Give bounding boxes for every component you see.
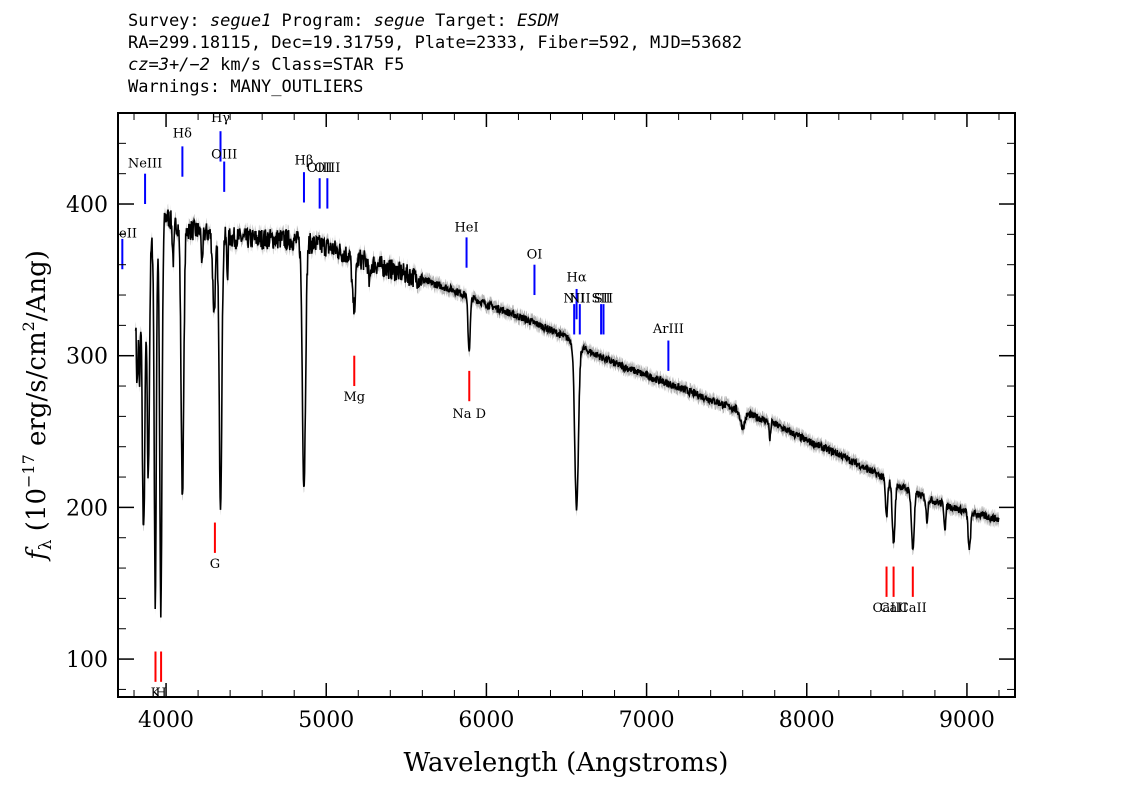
absorption-line-label: H — [155, 686, 166, 701]
x-tick-label: 6000 — [458, 708, 514, 733]
absorption-line-label: CaII — [873, 601, 901, 616]
emission-line-label: OI — [527, 248, 543, 263]
y-axis-title: fλ (10−17 erg/s/cm2/Ang) — [19, 250, 56, 562]
survey-value: segue1 — [209, 11, 272, 31]
x-tick-label: 4000 — [138, 708, 194, 733]
class-value: km/s Class=STAR F5 — [209, 55, 405, 75]
absorption-line-label: G — [210, 557, 220, 572]
target-label: Target: — [424, 11, 517, 31]
header-line-redshift: cz=3+/−2 km/s Class=STAR F5 — [128, 54, 742, 76]
axes-layer: 4000 5000 6000 7000 8000 9000 100 200 300 400 — [66, 112, 1015, 733]
emission-line-label: NeII — [108, 226, 137, 241]
x-tick-label: 8000 — [779, 708, 835, 733]
spectrum-layer — [134, 203, 1000, 624]
absorption-line-label: CaII — [899, 601, 927, 616]
target-value: ESDM — [516, 11, 558, 31]
x-tick-label: 9000 — [939, 708, 995, 733]
plot-frame — [117, 112, 1016, 698]
emission-line-label: NII — [569, 292, 591, 307]
error-band — [135, 203, 1000, 624]
emission-line-label: Hβ — [295, 154, 314, 169]
header-line-warnings: Warnings: MANY_OUTLIERS — [128, 77, 364, 97]
emission-line-label: NII — [563, 292, 585, 307]
header-line-survey: Survey: segue1 Program: segue Target: ES… — [128, 10, 742, 32]
spectrum-line — [134, 209, 1000, 618]
absorption-line-label: CaII — [880, 601, 908, 616]
y-tick-label: 300 — [66, 345, 108, 370]
emission-line-label: SII — [592, 292, 611, 307]
emission-line-label: HeI — [454, 220, 478, 235]
x-tick-label: 7000 — [619, 708, 675, 733]
emission-line-label: Hα — [567, 270, 587, 285]
emission-line-label: ArIII — [652, 322, 684, 337]
absorption-line-label: K — [151, 686, 161, 701]
header-line-coordinates: RA=299.18115, Dec=19.31759, Plate=2333, … — [128, 33, 743, 53]
emission-line-label: OIII — [211, 148, 237, 163]
emission-line-label: Hδ — [173, 126, 192, 141]
emission-line-label: NeIII — [128, 157, 162, 172]
absorption-line-label: Na D — [452, 407, 486, 422]
emission-line-label: OIII — [314, 161, 340, 176]
x-axis-title: Wavelength (Angstroms) — [404, 748, 729, 778]
absorption-line-label: Mg — [343, 390, 365, 405]
emission-line-label: Hγ — [211, 111, 230, 126]
y-tick-label: 100 — [66, 648, 108, 673]
spectrum-header: Survey: segue1 Program: segue Target: ES… — [128, 10, 742, 98]
y-tick-label: 400 — [66, 193, 108, 218]
y-tick-label: 200 — [66, 496, 108, 521]
redshift-value: cz=3+/−2 — [128, 55, 210, 75]
program-value: segue — [373, 11, 425, 31]
emission-line-label: SII — [594, 292, 613, 307]
x-tick-label: 5000 — [298, 708, 354, 733]
survey-label: Survey: — [128, 11, 210, 31]
program-label: Program: — [271, 11, 374, 31]
emission-line-label: OIII — [307, 161, 333, 176]
